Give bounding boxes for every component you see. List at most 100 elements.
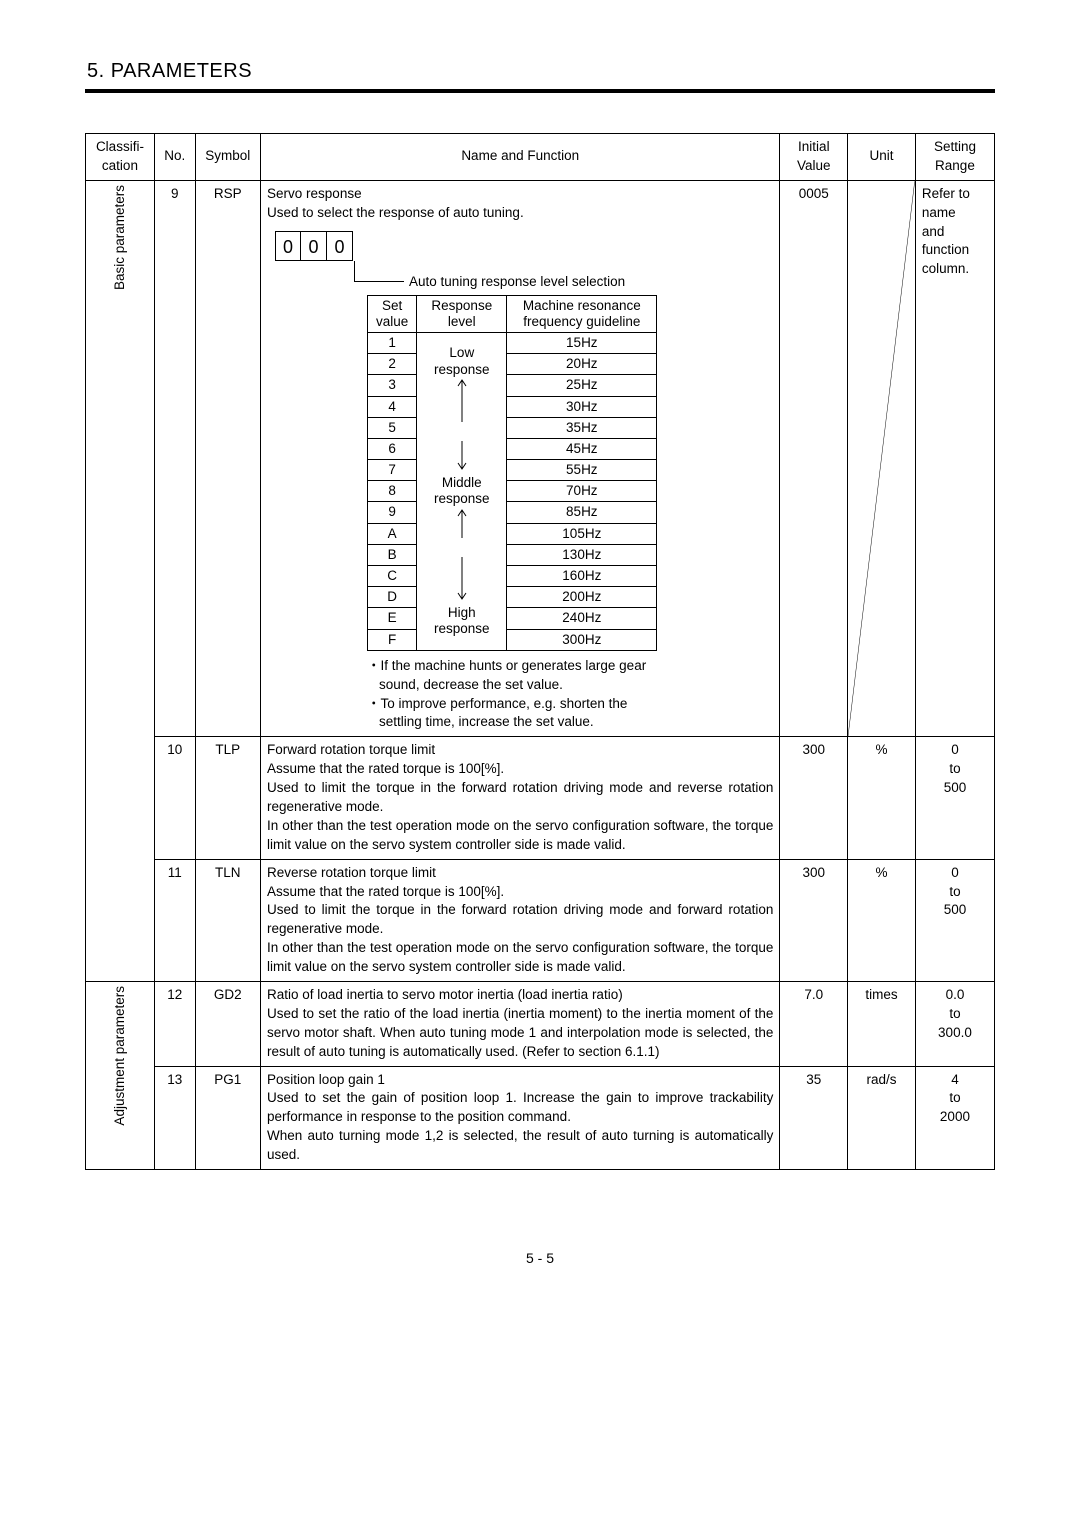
high-response-label: High response xyxy=(425,605,498,637)
inner-fq: 200Hz xyxy=(507,587,657,608)
cell-symbol: TLN xyxy=(195,859,261,981)
header-unit: Unit xyxy=(848,134,916,181)
cell-setting-range: 4 to 2000 xyxy=(915,1066,994,1169)
inner-sv: 1 xyxy=(368,332,417,353)
table-row: Adjustment parameters 12 GD2 Ratio of lo… xyxy=(86,982,995,1067)
cell-initial-value: 0005 xyxy=(780,180,848,737)
note-line: ・If the machine hunts or generates large… xyxy=(367,657,773,676)
cell-setting-range: 0 to 500 xyxy=(915,859,994,981)
param-title: Forward rotation torque limit xyxy=(267,741,773,760)
header-setting-range: Setting Range xyxy=(915,134,994,181)
param-line: Assume that the rated torque is 100[%]. xyxy=(267,760,773,779)
low-response-label: Low response xyxy=(425,345,498,377)
inner-sv: A xyxy=(368,523,417,544)
cell-name-function: Reverse rotation torque limit Assume tha… xyxy=(261,859,780,981)
inner-sv: 2 xyxy=(368,354,417,375)
inner-sv: F xyxy=(368,629,417,650)
inner-sv: B xyxy=(368,544,417,565)
diagonal-slash-icon xyxy=(848,181,915,737)
inner-sv: 6 xyxy=(368,438,417,459)
header-name-function: Name and Function xyxy=(261,134,780,181)
param-title: Servo response xyxy=(267,185,773,204)
note-line: sound, decrease the set value. xyxy=(367,676,773,695)
arrow-down-icon xyxy=(457,441,467,471)
param-line: In other than the test operation mode on… xyxy=(267,939,773,977)
inner-sv: 5 xyxy=(368,417,417,438)
header-no: No. xyxy=(154,134,195,181)
inner-fq: 240Hz xyxy=(507,608,657,629)
arrow-up-icon xyxy=(457,378,467,422)
header-classification: Classifi- cation xyxy=(86,134,155,181)
cell-no: 9 xyxy=(154,180,195,737)
header-initial-value: Initial Value xyxy=(780,134,848,181)
param-line: Assume that the rated torque is 100[%]. xyxy=(267,883,773,902)
section-rule xyxy=(85,89,995,93)
digit-3: 0 xyxy=(327,231,353,261)
digit-2: 0 xyxy=(301,231,327,261)
section-title: 5. PARAMETERS xyxy=(85,60,995,83)
classification-basic: Basic parameters xyxy=(86,180,155,981)
page-number: 5 - 5 xyxy=(85,1250,995,1266)
inner-fq: 85Hz xyxy=(507,502,657,523)
inner-header-setvalue: Set value xyxy=(368,295,417,332)
inner-fq: 55Hz xyxy=(507,460,657,481)
inner-level-high: High response xyxy=(417,544,507,650)
param-line: Used to set the gain of position loop 1.… xyxy=(267,1089,773,1127)
middle-response-label: Middle response xyxy=(425,475,498,507)
response-level-table: Set value Response level Machine resonan… xyxy=(367,295,657,651)
inner-level-low: Low response xyxy=(417,332,507,438)
header-symbol: Symbol xyxy=(195,134,261,181)
classification-adjustment-label: Adjustment parameters xyxy=(111,986,130,1126)
param-title: Position loop gain 1 xyxy=(267,1071,773,1090)
table-row: 11 TLN Reverse rotation torque limit Ass… xyxy=(86,859,995,981)
param-line: In other than the test operation mode on… xyxy=(267,817,773,855)
cell-unit: times xyxy=(848,982,916,1067)
inner-sv: 9 xyxy=(368,502,417,523)
cell-no: 11 xyxy=(154,859,195,981)
note-line: settling time, increase the set value. xyxy=(367,713,773,732)
parameters-table: Classifi- cation No. Symbol Name and Fun… xyxy=(85,133,995,1170)
cell-initial-value: 7.0 xyxy=(780,982,848,1067)
param-subtitle: Used to select the response of auto tuni… xyxy=(267,204,773,223)
cell-symbol: RSP xyxy=(195,180,261,737)
cell-initial-value: 300 xyxy=(780,859,848,981)
param-line: Used to limit the torque in the forward … xyxy=(267,901,773,939)
cell-symbol: PG1 xyxy=(195,1066,261,1169)
arrow-up-icon xyxy=(457,508,467,538)
inner-fq: 15Hz xyxy=(507,332,657,353)
inner-fq: 45Hz xyxy=(507,438,657,459)
cell-unit xyxy=(848,180,916,737)
cell-no: 10 xyxy=(154,737,195,859)
cell-name-function: Position loop gain 1 Used to set the gai… xyxy=(261,1066,780,1169)
cell-unit: % xyxy=(848,859,916,981)
cell-no: 12 xyxy=(154,982,195,1067)
arrow-down-icon xyxy=(457,557,467,601)
leader-line: Auto tuning response level selection xyxy=(275,265,773,291)
inner-sv: D xyxy=(368,587,417,608)
inner-fq: 300Hz xyxy=(507,629,657,650)
inner-header-freq: Machine resonance frequency guideline xyxy=(507,295,657,332)
param-line: Used to set the ratio of the load inerti… xyxy=(267,1005,773,1062)
inner-level-middle: Middle response xyxy=(417,438,507,544)
inner-fq: 160Hz xyxy=(507,566,657,587)
cell-setting-range: 0 to 500 xyxy=(915,737,994,859)
cell-setting-range: Refer to name and function column. xyxy=(915,180,994,737)
inner-fq: 35Hz xyxy=(507,417,657,438)
inner-header-response: Response level xyxy=(417,295,507,332)
inner-sv: C xyxy=(368,566,417,587)
cell-no: 13 xyxy=(154,1066,195,1169)
cell-unit: % xyxy=(848,737,916,859)
table-header-row: Classifi- cation No. Symbol Name and Fun… xyxy=(86,134,995,181)
inner-fq: 70Hz xyxy=(507,481,657,502)
param-notes: ・If the machine hunts or generates large… xyxy=(367,657,773,733)
inner-sv: 8 xyxy=(368,481,417,502)
param-line: When auto turning mode 1,2 is selected, … xyxy=(267,1127,773,1165)
cell-initial-value: 300 xyxy=(780,737,848,859)
cell-name-function: Servo response Used to select the respon… xyxy=(261,180,780,737)
param-title: Ratio of load inertia to servo motor ine… xyxy=(267,986,773,1005)
inner-sv: 3 xyxy=(368,375,417,396)
cell-symbol: GD2 xyxy=(195,982,261,1067)
cell-symbol: TLP xyxy=(195,737,261,859)
cell-initial-value: 35 xyxy=(780,1066,848,1169)
classification-basic-label: Basic parameters xyxy=(111,185,130,290)
